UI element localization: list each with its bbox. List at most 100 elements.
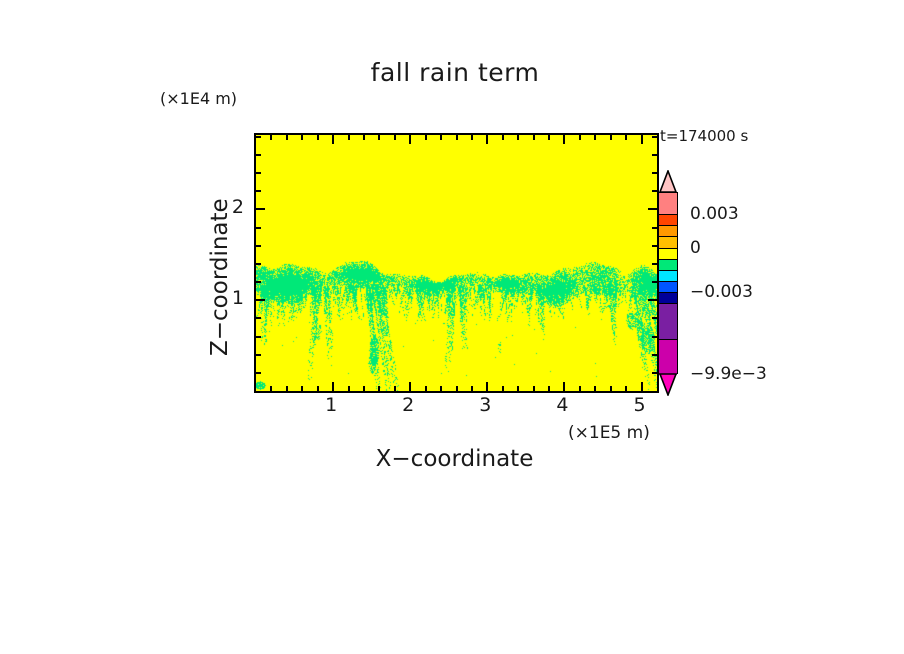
- y-tick-right: [652, 153, 657, 156]
- x-tick: [517, 386, 520, 391]
- y-tick-right: [652, 262, 657, 265]
- y-tick-right: [652, 335, 657, 338]
- x-tick: [285, 386, 288, 391]
- x-tick-top: [424, 135, 427, 140]
- x-tick: [424, 386, 427, 391]
- y-tick: [256, 153, 261, 156]
- y-tick: [256, 208, 265, 211]
- y-tick: [256, 335, 261, 338]
- colorbar-band: [659, 339, 677, 375]
- x-tick-top: [409, 135, 412, 144]
- x-tick: [486, 382, 489, 391]
- x-tick: [455, 386, 458, 391]
- x-tick-top: [470, 135, 473, 140]
- y-tick-label: 2: [231, 196, 244, 219]
- colorbar[interactable]: [658, 168, 678, 398]
- x-tick: [409, 382, 412, 391]
- colorbar-band: [659, 270, 677, 282]
- x-tick: [640, 382, 643, 391]
- y-tick: [256, 281, 261, 284]
- x-tick-top: [332, 135, 335, 144]
- colorbar-band: [659, 237, 677, 249]
- x-tick: [347, 386, 350, 391]
- x-tick: [578, 386, 581, 391]
- y-tick-right: [652, 190, 657, 193]
- x-axis-unit-label: (×1E5 m): [568, 423, 650, 443]
- x-tick-top: [578, 135, 581, 140]
- x-tick: [332, 382, 335, 391]
- colorbar-band: [659, 215, 677, 227]
- x-tick: [548, 386, 551, 391]
- colorbar-band: [659, 281, 677, 294]
- x-tick-top: [347, 135, 350, 140]
- x-tick-top: [501, 135, 504, 140]
- y-tick-right: [652, 317, 657, 320]
- colorbar-label: 0.003: [690, 204, 739, 225]
- x-tick-label: 2: [402, 394, 415, 416]
- y-tick-right: [652, 353, 657, 356]
- colorbar-label: −9.9e−3: [690, 364, 767, 384]
- x-tick-top: [440, 135, 443, 140]
- x-tick-top: [594, 135, 597, 140]
- colorbar-band: [659, 248, 677, 260]
- y-tick-right: [652, 172, 657, 175]
- x-tick-top: [316, 135, 319, 140]
- x-tick-top: [270, 135, 273, 140]
- y-tick-right: [648, 208, 657, 211]
- y-tick-right: [652, 371, 657, 374]
- y-tick: [256, 262, 261, 265]
- timestamp-label: t=174000 s: [660, 127, 749, 145]
- y-tick: [256, 190, 261, 193]
- x-tick: [316, 386, 319, 391]
- y-tick-right: [652, 244, 657, 247]
- y-tick: [256, 135, 261, 138]
- x-tick: [563, 382, 566, 391]
- x-tick-top: [301, 135, 304, 140]
- y-tick-right: [652, 281, 657, 284]
- x-tick-top: [640, 135, 643, 144]
- x-tick-top: [609, 135, 612, 140]
- x-tick-top: [393, 135, 396, 140]
- x-tick-label: 4: [556, 394, 569, 416]
- x-tick-top: [563, 135, 566, 144]
- x-tick: [470, 386, 473, 391]
- y-tick: [256, 317, 261, 320]
- colorbar-label: −0.003: [690, 282, 753, 303]
- y-tick: [256, 353, 261, 356]
- x-tick: [440, 386, 443, 391]
- colorbar-band: [659, 293, 677, 305]
- x-tick: [378, 386, 381, 391]
- x-tick-label: 1: [325, 394, 338, 416]
- colorbar-band: [659, 304, 677, 340]
- plot-area[interactable]: [254, 133, 659, 393]
- y-tick-right: [648, 299, 657, 302]
- x-tick-top: [548, 135, 551, 140]
- x-tick: [362, 386, 365, 391]
- y-tick-label: 1: [231, 287, 244, 310]
- colorbar-bottom-arrow-icon: [658, 373, 678, 398]
- x-tick-top: [362, 135, 365, 140]
- x-tick: [532, 386, 535, 391]
- y-axis-unit-label: (×1E4 m): [160, 89, 238, 108]
- colorbar-band: [659, 226, 677, 238]
- x-tick-top: [285, 135, 288, 140]
- x-tick: [609, 386, 612, 391]
- colorbar-top-arrow-icon: [658, 168, 678, 193]
- x-tick: [270, 386, 273, 391]
- y-tick-right: [652, 135, 657, 138]
- colorbar-bands: [658, 192, 678, 375]
- y-axis-title: Z−coordinate: [207, 198, 233, 356]
- x-tick-top: [625, 135, 628, 140]
- colorbar-label: 0: [690, 237, 701, 258]
- colorbar-band: [659, 259, 677, 271]
- x-tick: [301, 386, 304, 391]
- x-tick-top: [455, 135, 458, 140]
- x-tick-top: [532, 135, 535, 140]
- x-axis-title: X−coordinate: [375, 446, 534, 472]
- page-title: fall rain term: [370, 58, 540, 87]
- x-tick-top: [486, 135, 489, 144]
- y-tick: [256, 244, 261, 247]
- y-tick: [256, 371, 261, 374]
- x-tick: [594, 386, 597, 391]
- x-tick: [625, 386, 628, 391]
